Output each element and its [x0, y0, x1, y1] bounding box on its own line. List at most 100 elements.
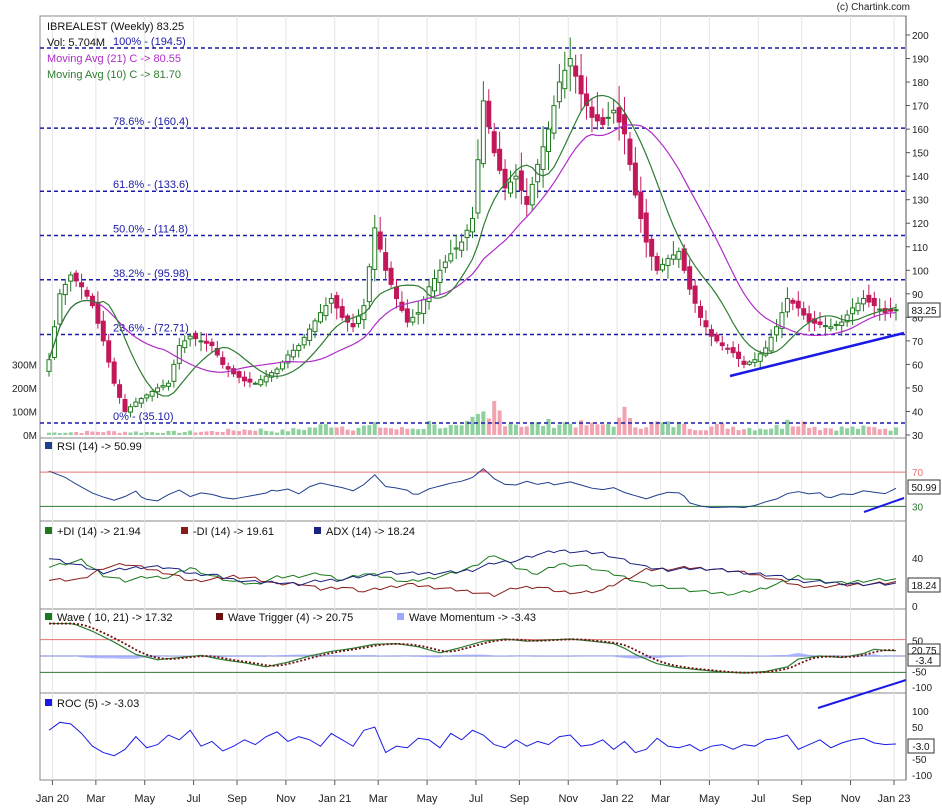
volume-bar — [68, 432, 73, 435]
volume-bar — [649, 421, 654, 435]
candle-body — [241, 376, 247, 382]
price-tick-label: 130 — [912, 196, 929, 207]
candle-body — [594, 114, 600, 122]
candle-body — [546, 128, 552, 152]
volume-bar — [85, 430, 90, 435]
volume-bar — [486, 418, 491, 435]
candle-body — [68, 274, 74, 282]
price-tick-label: 70 — [912, 337, 924, 348]
candle-body — [410, 316, 416, 323]
volume-bar — [644, 427, 649, 435]
price-tick-label: 100 — [912, 266, 929, 277]
candle-body — [106, 340, 112, 363]
volume-bar — [334, 427, 339, 435]
candle-body — [62, 283, 68, 296]
volume-bar — [785, 419, 790, 435]
candle-body — [866, 294, 872, 303]
volume-bar — [356, 427, 361, 435]
x-tick-label: Nov — [841, 793, 861, 805]
wave-legend: Wave ( 10, 21) -> 17.32 — [57, 612, 172, 624]
candle-body — [144, 394, 150, 399]
volume-bar — [144, 431, 149, 435]
candle-body — [383, 252, 389, 271]
candle-body — [448, 253, 454, 262]
price-title: IBREALEST (Weekly) 83.25 — [47, 21, 184, 33]
volume-bar — [888, 430, 893, 435]
volume-bar — [475, 413, 480, 435]
volume-bar — [329, 427, 334, 435]
dmi-tick-label: 40 — [912, 554, 924, 565]
volume-bar — [861, 425, 866, 435]
volume-bar — [828, 428, 833, 435]
candle-body — [203, 340, 209, 344]
candle-body — [692, 285, 698, 304]
price-tick-label: 50 — [912, 384, 924, 395]
x-tick-label: May — [417, 793, 438, 805]
volume-bar — [617, 417, 622, 435]
candle-body — [388, 267, 394, 285]
volume-bar — [503, 426, 508, 435]
volume-bar — [220, 431, 225, 435]
volume-bar — [74, 432, 79, 435]
volume-bar — [866, 426, 871, 435]
candle-body — [480, 100, 486, 165]
rsi-tick-label: 30 — [912, 502, 924, 513]
volume-bar — [291, 428, 296, 435]
volume-bar — [361, 425, 366, 435]
volume-bar — [427, 420, 432, 435]
moving-avg-21-line — [48, 124, 897, 373]
volume-bar — [117, 432, 122, 435]
momentum-legend-marker — [397, 613, 404, 620]
volume-bar — [421, 428, 426, 435]
rsi-trendline — [863, 497, 905, 513]
adx-legend: ADX (14) -> 18.24 — [326, 526, 415, 538]
rsi-tick-label: 70 — [912, 468, 924, 479]
volume-bar — [372, 422, 377, 435]
candle-body — [730, 347, 736, 354]
volume-bar — [660, 422, 665, 435]
volume-bar — [410, 428, 415, 435]
volume-bar — [519, 426, 524, 435]
candle-body — [399, 301, 405, 311]
volume-bar — [736, 430, 741, 435]
volume-bar — [546, 418, 551, 435]
rsi-value-label: 50.99 — [911, 483, 936, 494]
dmi-lines — [48, 549, 897, 598]
momentum-value-box — [907, 653, 941, 667]
fib-level-label: 100% - (194.5) — [113, 36, 186, 48]
wave-tick-label: -50 — [912, 667, 927, 678]
price-tick-label: 80 — [912, 313, 924, 324]
volume-bar — [193, 432, 198, 435]
volume-bar — [318, 424, 323, 435]
candle-body — [860, 298, 866, 305]
volume-bar — [508, 423, 513, 435]
volume-bar — [513, 424, 518, 435]
moving-avg-10-line — [48, 94, 897, 397]
candle-body — [117, 384, 123, 398]
candle-body — [79, 282, 85, 288]
volume-bar — [557, 424, 562, 435]
volume-bar — [247, 430, 252, 435]
candle-body — [225, 366, 231, 370]
price-tick-label: 190 — [912, 55, 929, 66]
rsi-axis: 30 70 — [40, 468, 924, 513]
fib-level-label: 61.8% - (133.6) — [113, 179, 189, 191]
candle-body — [290, 349, 296, 358]
candle-body — [622, 114, 628, 135]
volume-bar — [796, 426, 801, 435]
price-tick-label: 60 — [912, 360, 924, 371]
roc-tick-label: 50 — [912, 723, 924, 734]
candle-body — [562, 69, 568, 90]
roc-value-box — [907, 738, 935, 754]
candle-body — [839, 321, 845, 327]
wave-tick-label: -100 — [912, 683, 932, 694]
candle-body — [518, 170, 524, 191]
candle-body — [404, 308, 410, 323]
volume-bar — [285, 431, 290, 435]
trigger-legend: Wave Trigger (4) -> 20.75 — [228, 612, 353, 624]
candle-body — [611, 109, 617, 114]
volume-bar — [112, 431, 117, 435]
volume-bar — [47, 432, 51, 435]
candle-body — [703, 320, 709, 328]
volume-bar — [812, 426, 817, 435]
